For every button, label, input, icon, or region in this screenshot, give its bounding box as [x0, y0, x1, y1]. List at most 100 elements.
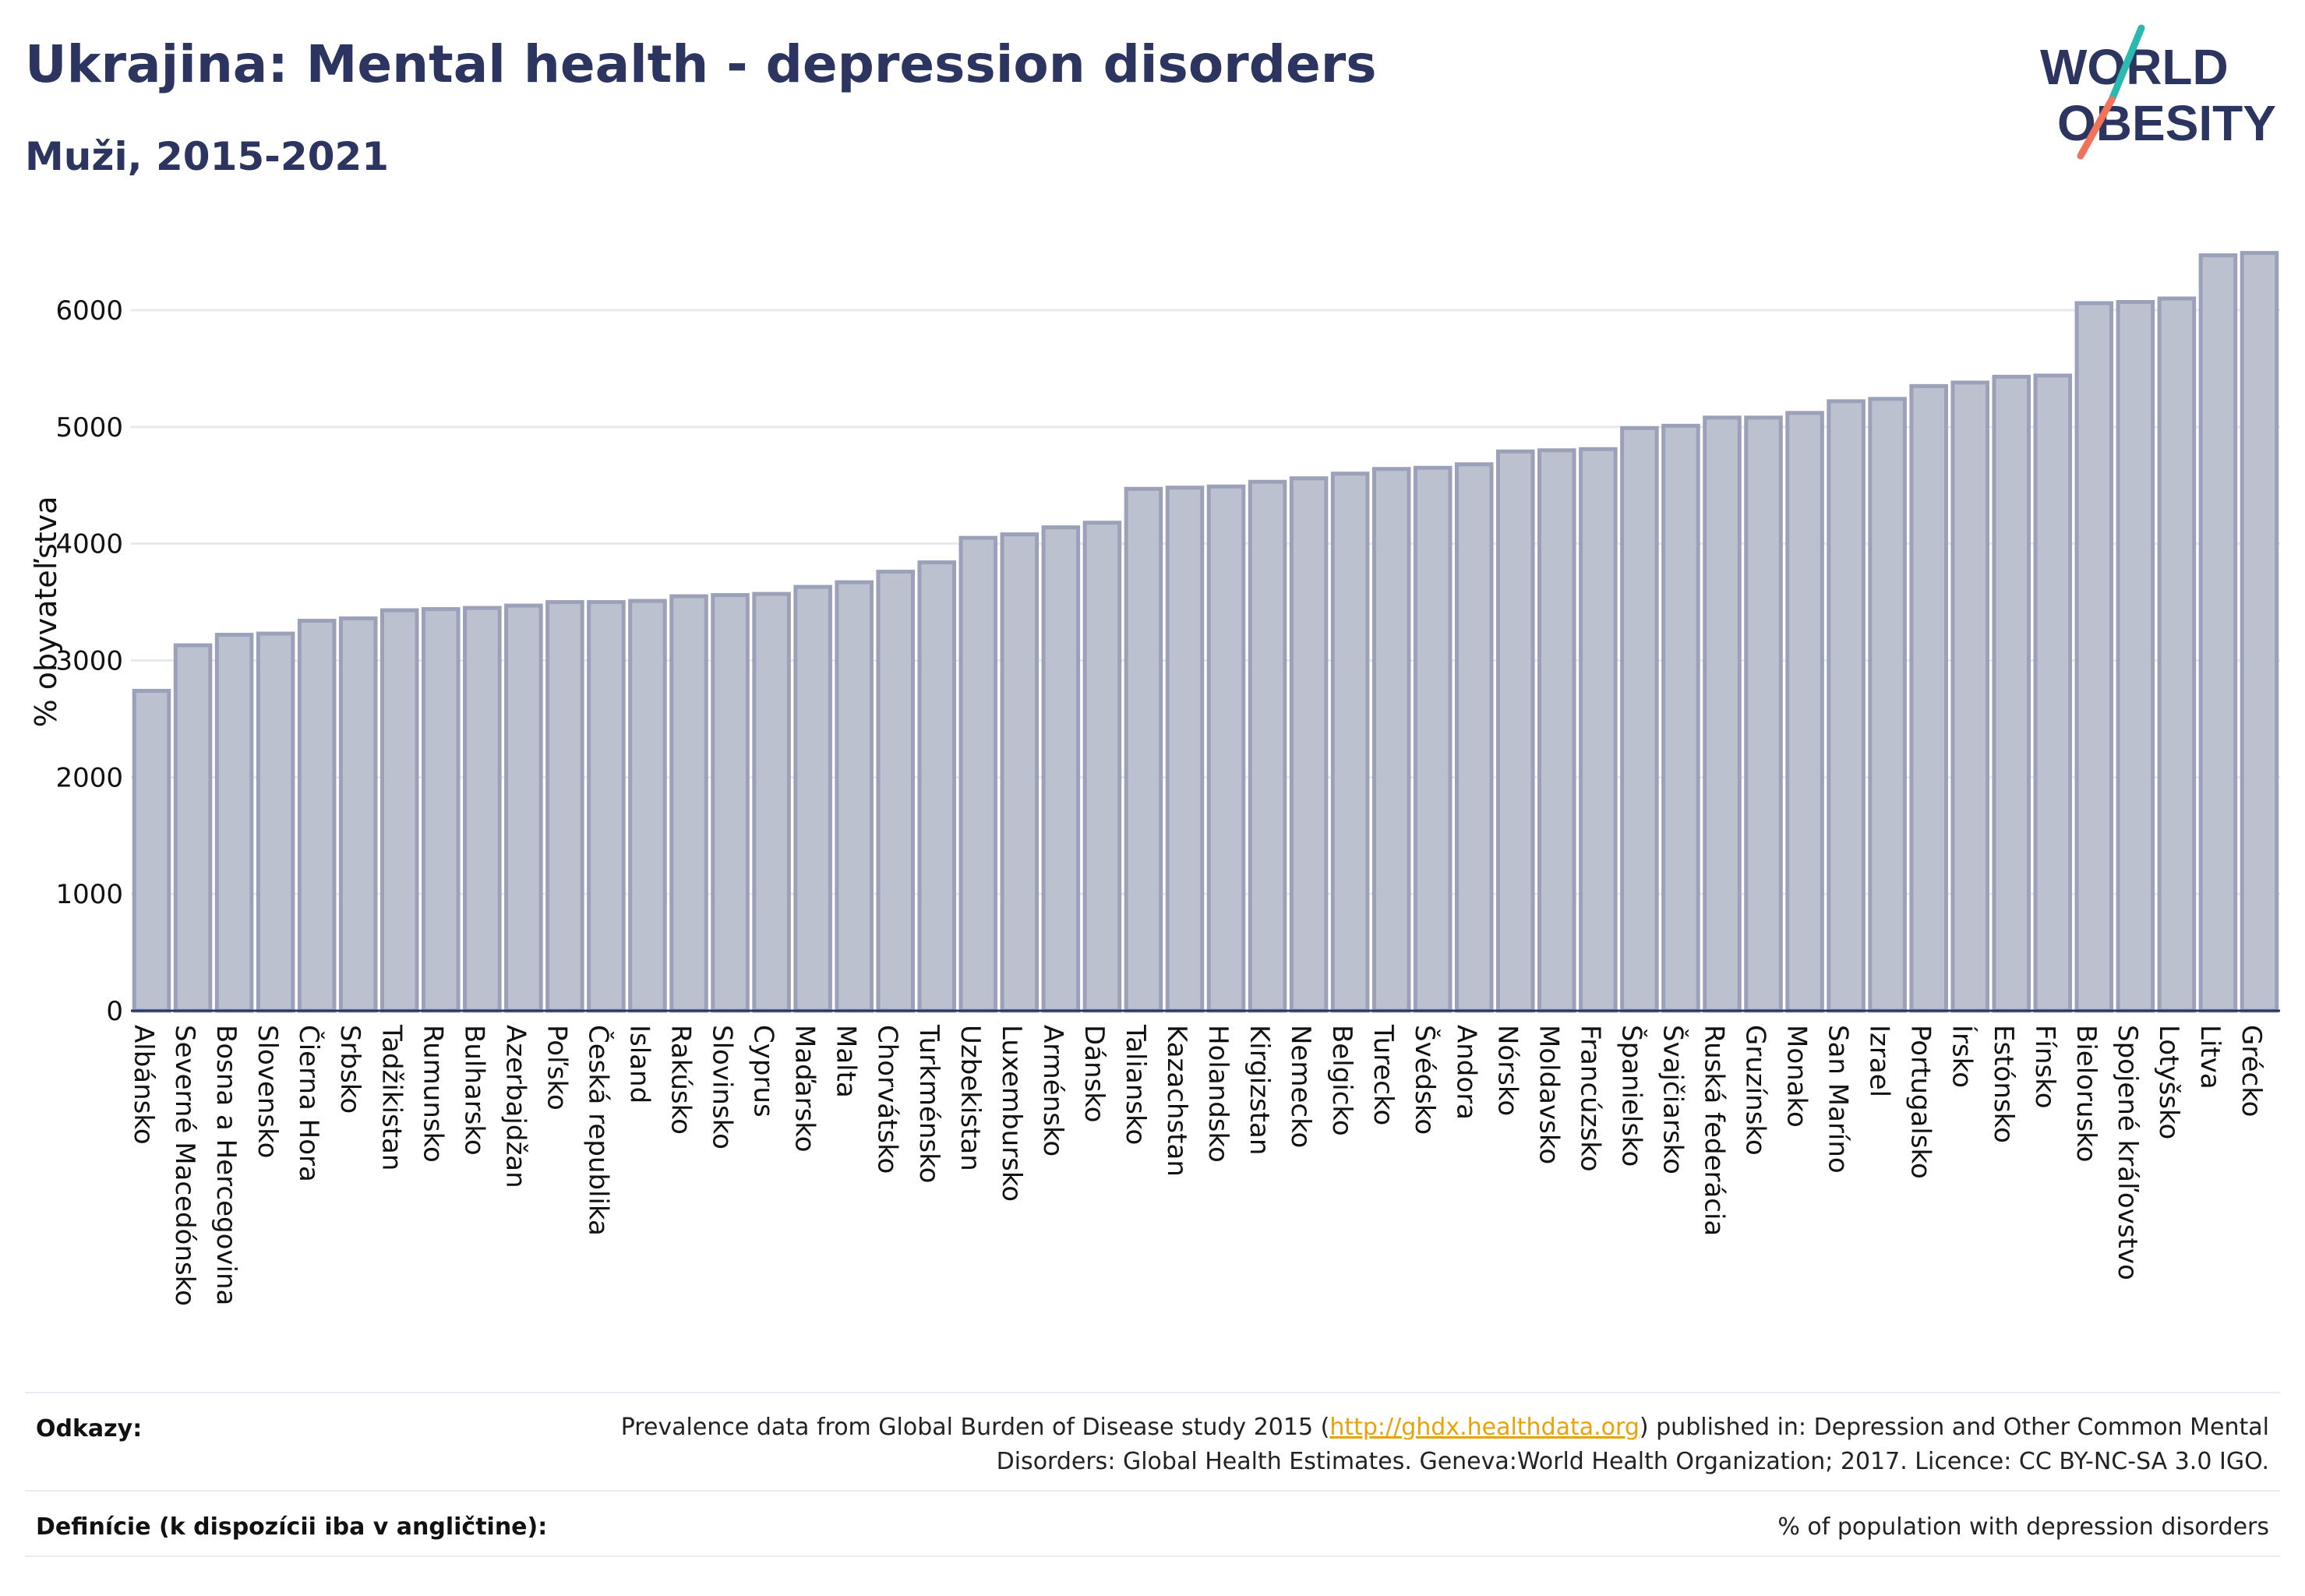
- x-tick-label: Poľsko: [541, 1025, 572, 1110]
- y-tick-label: 1000: [55, 879, 123, 910]
- bar: [422, 607, 461, 1013]
- footer-divider-top: [25, 1392, 2280, 1393]
- x-tick-label: Francúzsko: [1574, 1025, 1605, 1172]
- x-axis-labels: Albánsko Severné Macedónsko Bosna a Herceg…: [128, 1024, 2267, 1306]
- bar: [835, 580, 874, 1013]
- logo-slash-coral: [2077, 96, 2116, 160]
- x-tick-label: Česká republika: [582, 1025, 614, 1236]
- bar: [1537, 448, 1576, 1013]
- x-tick-label: Švédsko: [1409, 1025, 1441, 1135]
- x-tick-label: Taliansko: [1120, 1024, 1151, 1145]
- x-tick-label: Tadžikistan: [376, 1024, 407, 1171]
- bar: [132, 688, 171, 1013]
- x-tick-label: Írsko: [1947, 1025, 1978, 1088]
- bar: [338, 616, 378, 1013]
- bar: [2198, 253, 2238, 1013]
- x-tick-label: Lotyšsko: [2153, 1025, 2184, 1139]
- x-tick-label: Belgicko: [1326, 1025, 1357, 1136]
- bar: [1868, 397, 1907, 1013]
- x-tick-label: Arménsko: [1037, 1025, 1068, 1156]
- x-tick-label: Cyprus: [748, 1025, 779, 1118]
- x-tick-label: Rakúsko: [665, 1025, 697, 1135]
- x-tick-label: Turkménsko: [913, 1024, 944, 1183]
- x-tick-label: Bielorusko: [2070, 1025, 2102, 1162]
- bar: [1000, 532, 1040, 1013]
- x-tick-label: Ruská federácia: [1698, 1025, 1729, 1236]
- bar: [504, 603, 543, 1013]
- x-tick-label: Kazachstan: [1161, 1025, 1192, 1177]
- bar: [1496, 449, 1535, 1013]
- bar-chart: 0 1000 2000 3000 4000 5000 6000 Albánsko Severn…: [29, 251, 2280, 1306]
- bars: [132, 251, 2279, 1013]
- bar: [463, 606, 502, 1013]
- x-tick-label: Srbsko: [334, 1025, 365, 1114]
- bar: [1950, 380, 1989, 1013]
- bar: [793, 584, 832, 1013]
- x-tick-label: Bulharsko: [458, 1025, 489, 1156]
- bar: [379, 608, 419, 1013]
- x-tick-label: Portugalsko: [1905, 1025, 1936, 1179]
- y-tick-label: 3000: [55, 646, 123, 677]
- x-tick-label: Čierna Hora: [293, 1025, 325, 1182]
- x-tick-label: Grécko: [2236, 1025, 2267, 1117]
- bar: [1992, 374, 2031, 1013]
- definitions-text: % of population with depression disorder…: [1777, 1513, 2269, 1541]
- footer-divider-bottom: [25, 1555, 2280, 1557]
- x-tick-label: Švajčiarsko: [1657, 1025, 1689, 1174]
- y-tick-label: 0: [106, 996, 123, 1027]
- definitions-label: Definície (k dispozícii iba v angličtine…: [36, 1513, 548, 1541]
- bar: [711, 593, 750, 1013]
- x-tick-label: Azerbajdžan: [499, 1025, 531, 1188]
- bar: [1620, 425, 1659, 1013]
- logo-word-obesity: OBESITY: [2057, 95, 2276, 151]
- bar: [1703, 415, 1742, 1013]
- bar: [1909, 383, 1948, 1013]
- x-tick-label: Island: [623, 1025, 655, 1103]
- bar: [545, 600, 584, 1013]
- bar: [1785, 411, 1824, 1013]
- x-tick-label: Slovensko: [252, 1025, 283, 1158]
- bar: [1289, 476, 1329, 1013]
- y-tick-label: 4000: [55, 529, 123, 560]
- y-tick-label: 6000: [55, 295, 123, 327]
- bar: [669, 594, 708, 1013]
- chart-subtitle: Muži, 2015-2021: [25, 134, 390, 179]
- bar: [1371, 467, 1411, 1013]
- bar: [1579, 447, 1618, 1013]
- y-tick-label: 5000: [55, 412, 123, 443]
- x-tick-label: Nemecko: [1285, 1025, 1316, 1148]
- x-tick-label: Spojené kráľovstvo: [2112, 1025, 2143, 1280]
- bar: [2116, 300, 2155, 1013]
- x-tick-label: Chorvátsko: [872, 1025, 903, 1174]
- x-tick-label: Slovinsko: [707, 1025, 738, 1149]
- x-tick-label: Uzbekistan: [955, 1025, 986, 1171]
- x-tick-label: Gruzínsko: [1740, 1025, 1771, 1156]
- bar: [752, 591, 791, 1013]
- x-tick-label: Monako: [1781, 1025, 1813, 1128]
- bar: [917, 560, 957, 1013]
- x-tick-label: Izrael: [1864, 1025, 1895, 1097]
- y-axis-label: % obyvateľstva: [29, 496, 63, 728]
- bar: [1661, 423, 1700, 1013]
- bar: [876, 570, 915, 1013]
- bar: [958, 535, 998, 1013]
- footer-divider-middle: [25, 1490, 2280, 1492]
- bar: [1454, 462, 1494, 1013]
- bar: [1413, 465, 1453, 1013]
- x-tick-label: Maďarsko: [789, 1025, 821, 1153]
- x-tick-label: Holandsko: [1202, 1025, 1234, 1163]
- bar: [1041, 525, 1081, 1013]
- chart-title: Ukrajina: Mental health - depression dis…: [25, 34, 1377, 94]
- bar: [628, 598, 667, 1013]
- bar: [2240, 251, 2279, 1013]
- references-label: Odkazy:: [36, 1415, 143, 1442]
- x-tick-label: Dánsko: [1078, 1025, 1110, 1123]
- bar: [1744, 415, 1783, 1013]
- y-axis-ticks: 0 1000 2000 3000 4000 5000 6000: [55, 295, 123, 1027]
- x-tick-label: Severné Macedónsko: [169, 1025, 200, 1306]
- x-tick-label: Albánsko: [128, 1025, 159, 1145]
- bar: [1082, 521, 1122, 1013]
- bar: [2074, 301, 2114, 1013]
- references-link[interactable]: http://ghdx.healthdata.org: [1329, 1414, 1640, 1441]
- x-tick-label: Malta: [831, 1025, 862, 1098]
